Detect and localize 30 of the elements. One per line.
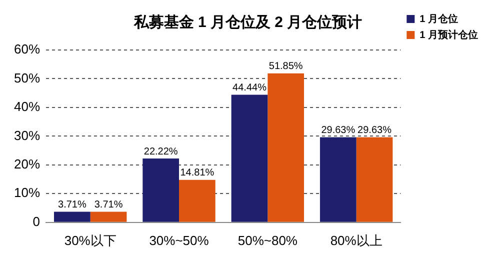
chart-title: 私募基金 1 月仓位及 2 月仓位预计	[132, 14, 362, 32]
bar	[142, 158, 180, 222]
data-label: 44.44%	[232, 82, 267, 94]
y-tick-label: 20%	[14, 156, 40, 172]
legend-label: 1 月预计仓位	[420, 28, 478, 41]
data-label: 14.81%	[180, 168, 214, 179]
x-tick-label: 30%~50%	[149, 232, 210, 248]
data-label: 22.22%	[144, 146, 178, 158]
x-tick-label: 30%以下	[64, 232, 116, 248]
bar	[356, 137, 393, 222]
data-label: 3.71%	[58, 199, 86, 210]
bar	[320, 137, 356, 222]
data-label: 29.63%	[358, 125, 392, 136]
legend-label: 1 月仓位	[420, 12, 458, 25]
data-label: 51.85%	[268, 61, 303, 72]
bar	[179, 180, 216, 222]
y-tick-label: 60%	[14, 42, 40, 57]
bar	[54, 212, 90, 222]
bar	[231, 94, 268, 222]
y-tick-label: 30%	[14, 128, 40, 143]
bar	[268, 73, 304, 222]
data-label: 3.71%	[94, 199, 123, 210]
y-tick-label: 10%	[14, 185, 40, 200]
y-tick-label: 40%	[14, 99, 40, 114]
bar	[90, 212, 127, 222]
y-tick-label: 50%	[14, 70, 40, 86]
y-tick-label: 0	[32, 214, 40, 229]
data-label: 29.63%	[321, 125, 356, 136]
x-tick-label: 50%~80%	[238, 232, 298, 248]
x-tick-label: 80%以上	[330, 232, 382, 248]
